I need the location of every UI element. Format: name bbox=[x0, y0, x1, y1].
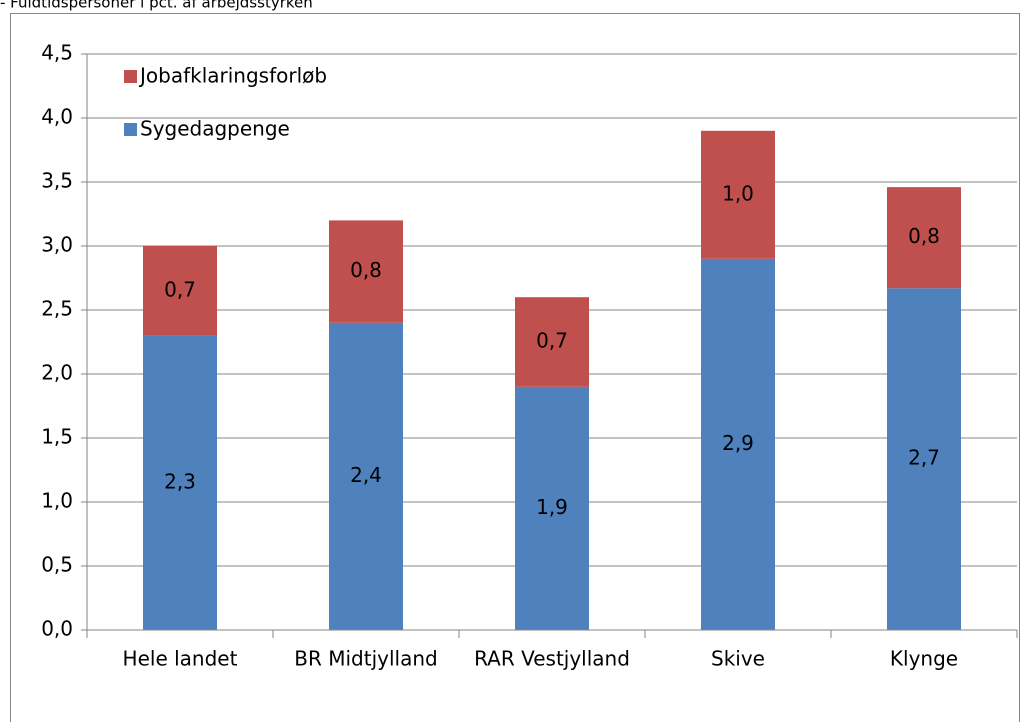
value-label: 1,0 bbox=[722, 181, 754, 205]
x-tick-label: Skive bbox=[711, 647, 765, 671]
value-label: 0,7 bbox=[164, 277, 196, 301]
bar-segment bbox=[329, 322, 403, 630]
bar-segment bbox=[887, 187, 961, 289]
value-label: 0,7 bbox=[536, 329, 568, 353]
bar-segment bbox=[701, 258, 775, 630]
bar-segment bbox=[143, 335, 217, 630]
y-tick-label: 3,5 bbox=[41, 169, 73, 193]
x-tick-label: Hele landet bbox=[123, 647, 238, 671]
value-label: 2,7 bbox=[908, 446, 940, 470]
y-tick-label: 2,5 bbox=[41, 297, 73, 321]
y-tick-label: 3,0 bbox=[41, 233, 73, 257]
y-tick-label: 1,0 bbox=[41, 489, 73, 513]
y-tick-label: 0,5 bbox=[41, 553, 73, 577]
y-tick-label: 4,5 bbox=[41, 41, 73, 65]
bar-segment bbox=[515, 297, 589, 387]
bar-segment bbox=[143, 246, 217, 336]
value-label: 0,8 bbox=[350, 258, 382, 282]
legend-label: Jobafklaringsforløb bbox=[138, 64, 327, 88]
value-label: 2,3 bbox=[164, 469, 196, 493]
value-label: 1,9 bbox=[536, 495, 568, 519]
bar-segment bbox=[329, 220, 403, 323]
legend-swatch bbox=[124, 123, 137, 136]
value-label: 2,9 bbox=[722, 431, 754, 455]
bar-segment bbox=[887, 288, 961, 630]
x-tick-label: Klynge bbox=[890, 647, 958, 671]
x-tick-label: RAR Vestjylland bbox=[474, 647, 630, 671]
y-tick-label: 4,0 bbox=[41, 105, 73, 129]
y-tick-label: 2,0 bbox=[41, 361, 73, 385]
legend-label: Sygedagpenge bbox=[140, 117, 290, 141]
bar-segment bbox=[515, 386, 589, 630]
y-tick-label: 1,5 bbox=[41, 425, 73, 449]
value-label: 2,4 bbox=[350, 463, 382, 487]
x-tick-label: BR Midtjylland bbox=[294, 647, 437, 671]
y-tick-label: 0,0 bbox=[41, 617, 73, 641]
bar-segment bbox=[701, 130, 775, 259]
chart-subtitle: - Fuldtidspersoner i pct. af arbejdsstyr… bbox=[0, 0, 313, 12]
legend-swatch bbox=[124, 70, 137, 83]
value-label: 0,8 bbox=[908, 224, 940, 248]
